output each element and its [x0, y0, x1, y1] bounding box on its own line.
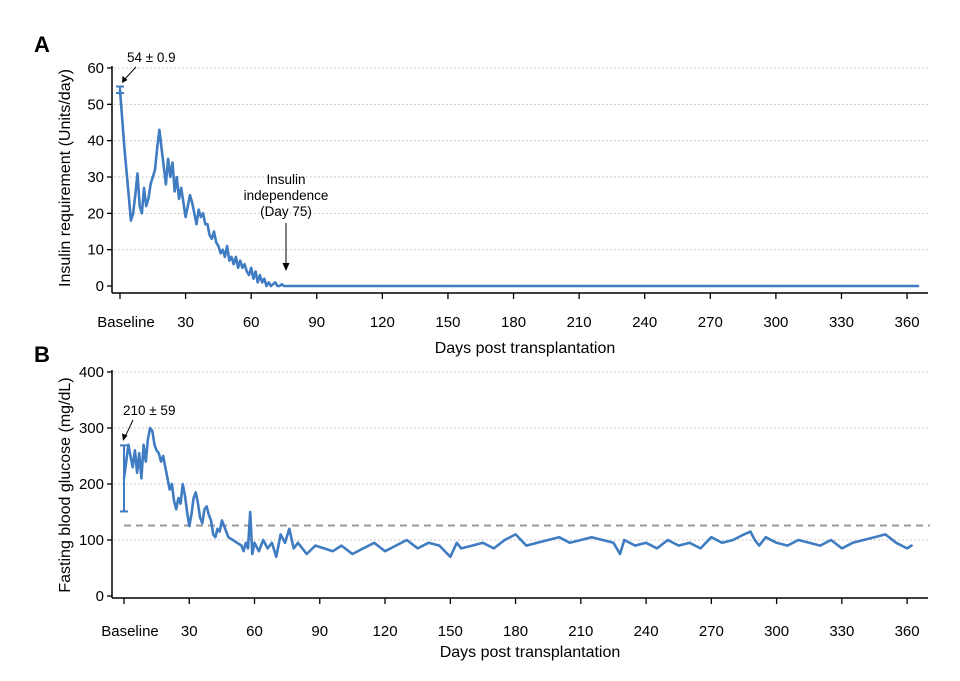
x-tick-label-30: 30 — [181, 623, 198, 640]
x-tick-label-270: 270 — [698, 314, 723, 331]
x-tick-label-150: 150 — [438, 623, 463, 640]
panel-b-x-ticks: Baseline 30 60 90 120 150 180 210 240 270 300 330 36… — [101, 598, 920, 640]
panel-a-annotations: 54 ± 0.9 Insulin independence (Day 75) — [122, 50, 328, 271]
x-tick-label-90: 90 — [311, 623, 328, 640]
baseline-glucose-arrowhead — [122, 433, 128, 441]
x-tick-label-60: 60 — [243, 314, 260, 331]
x-tick-label-300: 300 — [763, 314, 788, 331]
panel-b-grid — [114, 371, 928, 541]
baseline-insulin-arrowhead — [122, 76, 128, 83]
x-tick-label-360: 360 — [895, 623, 920, 640]
x-tick-label-90: 90 — [308, 314, 325, 331]
panel-b-y-ticks: 0 100 200 300 400 — [79, 364, 112, 605]
panel-a-series — [116, 85, 920, 288]
panel-b-x-axis-label: Days post transplantation — [440, 644, 621, 661]
panel-a-letter: A — [34, 32, 50, 57]
panel-a-x-ticks: Baseline 30 60 90 120 150 180 210 240 270 300 330 36… — [97, 293, 920, 331]
x-tick-label-330: 330 — [829, 623, 854, 640]
panel-b-series — [120, 426, 913, 559]
baseline-glucose-annotation: 210 ± 59 — [123, 403, 175, 418]
baseline-glucose-arrow — [124, 419, 134, 438]
x-tick-label-Baseline: Baseline — [97, 314, 155, 331]
x-tick-label-30: 30 — [177, 314, 194, 331]
y-tick-label-0: 0 — [96, 278, 104, 295]
panel-a-y-axis-label: Insulin requirement (Units/day) — [57, 69, 74, 287]
panel-a-grid — [114, 67, 928, 251]
x-tick-label-270: 270 — [699, 623, 724, 640]
x-tick-label-120: 120 — [370, 314, 395, 331]
insulin-independence-label-line1: Insulin — [266, 172, 305, 187]
y-tick-label-300: 300 — [79, 420, 104, 437]
y-tick-label-60: 60 — [87, 60, 104, 77]
x-tick-label-60: 60 — [246, 623, 263, 640]
insulin-independence-label-line2: independence — [244, 188, 329, 203]
y-tick-label-0: 0 — [96, 588, 104, 605]
y-tick-label-20: 20 — [87, 205, 104, 222]
baseline-insulin-annotation: 54 ± 0.9 — [127, 50, 176, 65]
insulin-independence-label-line3: (Day 75) — [260, 204, 312, 219]
y-tick-label-50: 50 — [87, 96, 104, 113]
x-tick-label-180: 180 — [503, 623, 528, 640]
y-tick-label-100: 100 — [79, 532, 104, 549]
y-tick-label-40: 40 — [87, 133, 104, 150]
x-tick-label-240: 240 — [634, 623, 659, 640]
panel-b-letter: B — [34, 342, 50, 367]
baseline-insulin-arrow — [123, 66, 137, 81]
panel-b-y-axis-label: Fasting blood glucose (mg/dL) — [57, 377, 74, 592]
series-line-0 — [118, 88, 920, 288]
x-tick-label-180: 180 — [501, 314, 526, 331]
x-tick-label-330: 330 — [829, 314, 854, 331]
x-tick-label-300: 300 — [764, 623, 789, 640]
y-tick-label-10: 10 — [87, 242, 104, 259]
insulin-independence-arrowhead — [282, 263, 290, 271]
panel-a: A 0 10 20 30 40 50 60 Baseline 30 60 90 120 150 180 2… — [34, 32, 928, 357]
x-tick-label-Baseline: Baseline — [101, 623, 159, 640]
panel-b: B 0 100 200 300 400 Baseline 30 60 90 120 150 180 2… — [34, 342, 930, 661]
x-tick-label-240: 240 — [632, 314, 657, 331]
y-tick-label-400: 400 — [79, 364, 104, 381]
x-tick-label-210: 210 — [568, 623, 593, 640]
panel-a-y-ticks: 0 10 20 30 40 50 60 — [87, 60, 112, 295]
x-tick-label-210: 210 — [567, 314, 592, 331]
y-tick-label-30: 30 — [87, 169, 104, 186]
x-tick-label-150: 150 — [435, 314, 460, 331]
panel-b-annotations: 210 ± 59 — [122, 403, 175, 441]
series-line-0 — [122, 426, 913, 559]
x-tick-label-120: 120 — [373, 623, 398, 640]
x-tick-label-360: 360 — [895, 314, 920, 331]
y-tick-label-200: 200 — [79, 476, 104, 493]
panel-a-x-axis-label: Days post transplantation — [435, 340, 616, 357]
